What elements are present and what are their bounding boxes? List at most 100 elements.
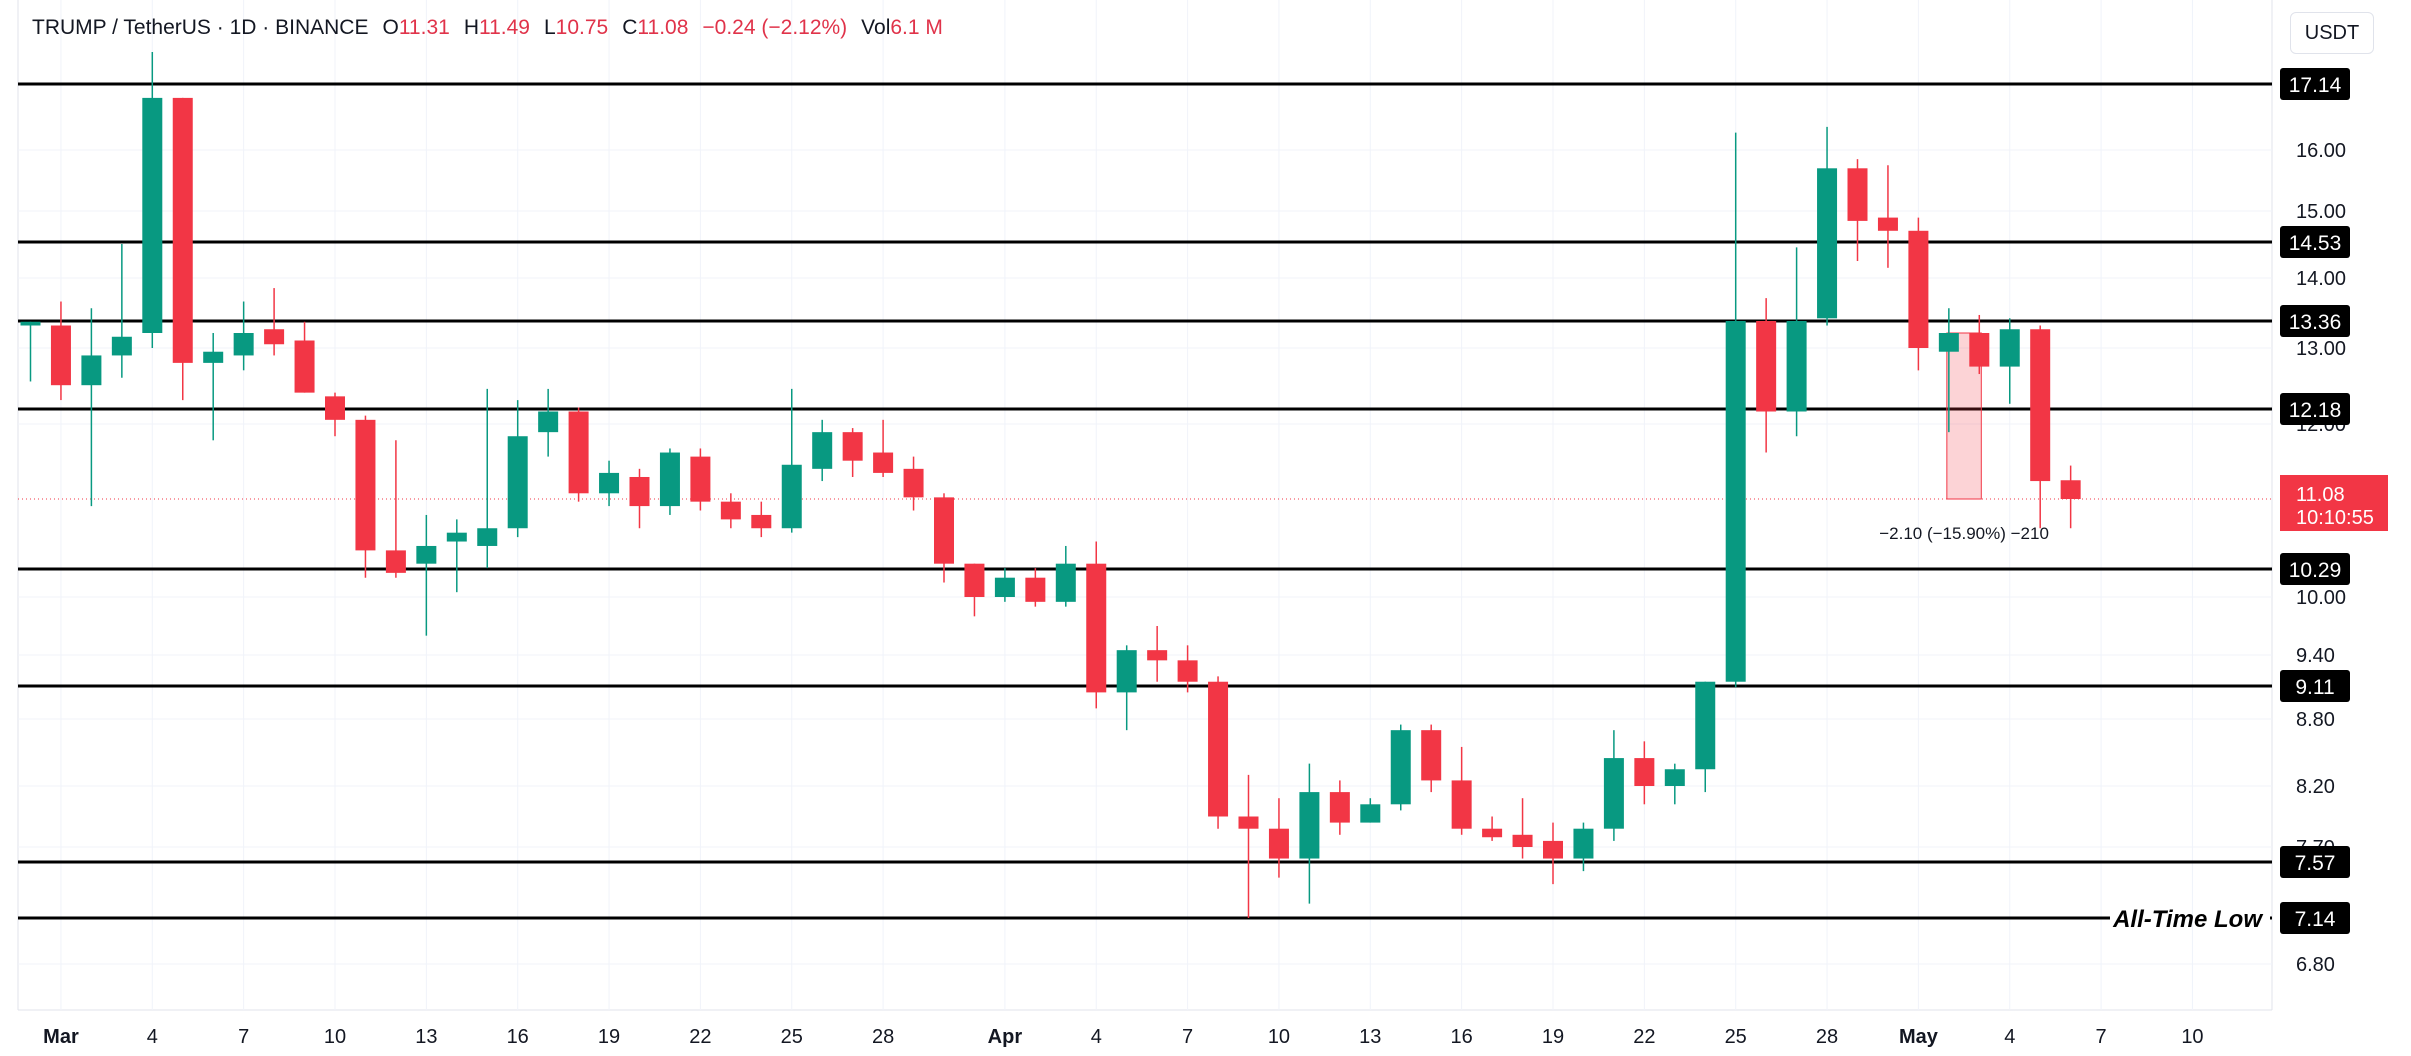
- candle-body[interactable]: [629, 476, 650, 507]
- y-tick-label: 13.00: [2296, 338, 2346, 360]
- x-tick-label: Apr: [988, 1026, 1023, 1048]
- candle-body[interactable]: [1817, 168, 1838, 319]
- candle-body[interactable]: [1969, 333, 1990, 367]
- candle-body[interactable]: [355, 419, 376, 551]
- candle-body[interactable]: [1482, 828, 1503, 838]
- x-tick-label: 22: [1633, 1026, 1655, 1048]
- level-price-tag: [2280, 846, 2350, 878]
- y-tick-label: 9.40: [2296, 645, 2335, 667]
- candle-body[interactable]: [1877, 217, 1898, 231]
- x-tick-label: 28: [872, 1026, 894, 1048]
- candle-body[interactable]: [1116, 650, 1137, 693]
- candle-countdown: 10:10:55: [2296, 507, 2374, 529]
- candle-body[interactable]: [385, 550, 406, 573]
- candle-body[interactable]: [2030, 329, 2051, 482]
- candle-body[interactable]: [2060, 480, 2081, 499]
- candle-body[interactable]: [568, 411, 589, 494]
- candle-body[interactable]: [873, 452, 894, 473]
- candle-body[interactable]: [1756, 321, 1777, 412]
- candle-body[interactable]: [50, 325, 71, 386]
- candle-body[interactable]: [1664, 769, 1685, 786]
- all-time-low-annotation: All-Time Low: [2112, 906, 2263, 933]
- symbol-label: TRUMP / TetherUS · 1D · BINANCE: [32, 16, 369, 39]
- x-tick-label: Mar: [43, 1026, 79, 1048]
- candle-body[interactable]: [325, 396, 345, 420]
- candle-body[interactable]: [1208, 681, 1229, 817]
- candle-body[interactable]: [1573, 828, 1594, 859]
- candle-body[interactable]: [1238, 816, 1259, 829]
- last-price-label: 11.08: [2296, 484, 2345, 506]
- candle-body[interactable]: [934, 497, 954, 564]
- candle-body[interactable]: [1421, 730, 1442, 781]
- currency-button[interactable]: USDT: [2290, 12, 2374, 54]
- candle-body[interactable]: [1451, 780, 1472, 829]
- candle-body[interactable]: [203, 351, 224, 363]
- candle-body[interactable]: [599, 472, 620, 494]
- candle-body[interactable]: [1299, 792, 1320, 859]
- candle-body[interactable]: [1055, 563, 1076, 602]
- measure-label: −2.10 (−15.90%) −210: [1879, 524, 2049, 543]
- candle-body[interactable]: [1025, 577, 1046, 602]
- level-price-label: 14.53: [2289, 232, 2342, 255]
- candle-body[interactable]: [1329, 792, 1350, 823]
- x-tick-label: 7: [1182, 1026, 1193, 1048]
- level-price-label: 10.29: [2289, 559, 2342, 582]
- candle-body[interactable]: [142, 97, 163, 333]
- candle-body[interactable]: [781, 464, 802, 529]
- volume-value: 6.1 M: [890, 16, 943, 39]
- candle-body[interactable]: [1360, 804, 1381, 823]
- candle-body[interactable]: [1086, 563, 1107, 693]
- x-tick-label: 16: [1451, 1026, 1473, 1048]
- candle-body[interactable]: [446, 532, 467, 542]
- level-price-label: 7.14: [2295, 908, 2336, 931]
- candle-body[interactable]: [1390, 730, 1411, 805]
- candle-body[interactable]: [264, 329, 285, 345]
- candle-body[interactable]: [538, 411, 559, 433]
- level-price-label: 7.57: [2295, 852, 2336, 875]
- candle-body[interactable]: [294, 340, 315, 393]
- x-tick-label: 25: [781, 1026, 803, 1048]
- candle-body[interactable]: [994, 577, 1015, 597]
- candle-body[interactable]: [1695, 681, 1716, 770]
- level-price-tag: [2280, 393, 2350, 425]
- candle-body[interactable]: [1177, 660, 1198, 682]
- y-tick-label: 15.00: [2296, 201, 2346, 223]
- candle-body[interactable]: [1512, 834, 1533, 847]
- candle-body[interactable]: [842, 432, 863, 461]
- candle-body[interactable]: [1147, 650, 1168, 661]
- change-value: −0.24 (−2.12%): [702, 16, 848, 39]
- candle-body[interactable]: [1938, 333, 1959, 352]
- candle-body[interactable]: [1847, 168, 1868, 221]
- x-tick-label: 16: [507, 1026, 529, 1048]
- candle-body[interactable]: [81, 355, 102, 386]
- candle-body[interactable]: [751, 514, 772, 529]
- candle-body[interactable]: [1908, 230, 1929, 348]
- level-price-tag: [2280, 68, 2350, 100]
- x-tick-label: 10: [324, 1026, 346, 1048]
- candle-body[interactable]: [964, 563, 985, 597]
- candle-body[interactable]: [812, 432, 833, 469]
- candle-body[interactable]: [416, 545, 437, 564]
- candle-body[interactable]: [720, 501, 741, 520]
- candle-body[interactable]: [690, 456, 711, 502]
- candle-body[interactable]: [1786, 321, 1807, 412]
- candle-body[interactable]: [1634, 758, 1655, 786]
- level-price-label: 9.11: [2295, 676, 2334, 699]
- x-tick-label: 19: [598, 1026, 620, 1048]
- level-price-tag: [2280, 226, 2350, 258]
- candle-body[interactable]: [111, 336, 132, 356]
- candle-body[interactable]: [507, 436, 528, 529]
- candle-body[interactable]: [233, 333, 254, 356]
- candle-body[interactable]: [20, 321, 41, 326]
- open-value: 11.31: [398, 16, 450, 39]
- candle-body[interactable]: [1999, 329, 2020, 367]
- candle-body[interactable]: [1725, 321, 1746, 682]
- candle-body[interactable]: [1603, 758, 1624, 829]
- candle-body[interactable]: [659, 452, 680, 507]
- candle-body[interactable]: [477, 528, 498, 546]
- candle-body[interactable]: [1268, 828, 1289, 859]
- candle-body[interactable]: [172, 97, 193, 363]
- candle-body[interactable]: [1543, 840, 1563, 859]
- candle-body[interactable]: [903, 468, 924, 498]
